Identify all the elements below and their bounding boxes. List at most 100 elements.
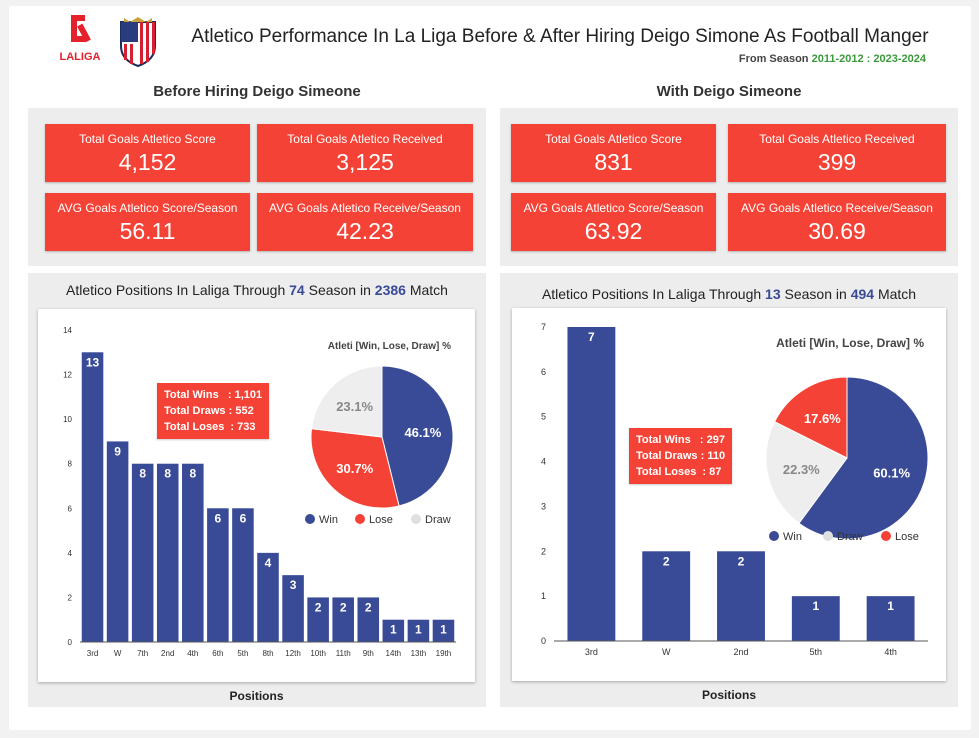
season-separator: : xyxy=(866,53,871,65)
bar-10th xyxy=(307,597,329,642)
bar-value-label: 6 xyxy=(240,511,247,525)
bar-13th xyxy=(407,619,430,642)
bar-value-label: 2 xyxy=(663,554,670,568)
y-tick-label: 3 xyxy=(541,501,546,511)
bar-6th xyxy=(207,508,229,642)
y-tick-label: 0 xyxy=(541,636,546,646)
y-tick-label: 10 xyxy=(63,415,72,424)
after-chart-title: Atletico Positions In Laliga Through 13 … xyxy=(500,286,958,302)
bar-value-label: 8 xyxy=(189,467,196,481)
bar-value-label: 1 xyxy=(415,623,422,637)
x-tick-label: W xyxy=(114,649,122,658)
kpi-card-after-total-received: Total Goals Atletico Received 399 xyxy=(728,124,946,182)
x-tick-label: 8th xyxy=(262,649,273,658)
y-tick-label: 6 xyxy=(68,504,73,513)
after-chart-svg: 0 1 2 3 4 5 6 7 7 3rd 2 W 2 2nd 1 5th 1 4th Atleti [Win, L… xyxy=(541,322,929,657)
legend-marker-lose xyxy=(355,514,365,524)
after-stats-box: Total Wins : 297 Total Draws : 110 Total L… xyxy=(629,428,733,484)
x-tick-label: 5th xyxy=(237,649,248,658)
pie-slice-label: 46.1% xyxy=(404,425,441,440)
after-x-axis-title: Positions xyxy=(701,688,756,702)
chart-title-matches: 2386 xyxy=(374,282,406,298)
bar-value-label: 2 xyxy=(340,600,347,614)
y-tick-label: 2 xyxy=(541,546,546,556)
chart-title-prefix: Atletico Positions In Laliga Through xyxy=(541,286,762,302)
before-x-axis-title: Positions xyxy=(229,689,284,703)
kpi-label: Total Goals Atletico Score xyxy=(79,132,216,146)
kpi-value: 4,152 xyxy=(118,149,177,175)
bar-14th xyxy=(382,619,405,642)
bar-value-label: 3 xyxy=(290,578,297,592)
x-tick-label: 2nd xyxy=(161,649,174,658)
before-chart-card: 0 2 4 6 8 10 12 14 13 3rd 9 W 8 7th 8 2nd 8 4th 6 6th 6 5th 4 8… xyxy=(38,309,475,682)
legend-label-win: Win xyxy=(783,531,802,543)
x-tick-label: 14th xyxy=(386,649,402,658)
x-tick-label: 7th xyxy=(137,649,148,658)
y-tick-label: 1 xyxy=(541,591,546,601)
stat-wins: Total Wins : 1,101 xyxy=(164,389,263,401)
pie-title: Atleti [Win, Lose, Draw] % xyxy=(328,341,451,352)
legend-label-lose: Lose xyxy=(369,514,393,526)
pie-slice-label: 60.1% xyxy=(873,466,910,481)
pie-slice-label: 30.7% xyxy=(336,461,373,476)
bar-5th xyxy=(232,508,254,642)
x-tick-label: 4th xyxy=(187,649,198,658)
y-tick-label: 8 xyxy=(68,460,73,469)
y-tick-label: 6 xyxy=(541,367,546,377)
kpi-value: 3,125 xyxy=(336,149,394,175)
pie-title: Atleti [Win, Lose, Draw] % xyxy=(776,336,924,350)
legend-label-win: Win xyxy=(319,514,338,526)
bar-2nd xyxy=(717,551,765,641)
dashboard-title: Atletico Performance In La Liga Before &… xyxy=(191,26,929,47)
y-tick-label: 7 xyxy=(541,322,546,332)
kpi-card-after-avg-score: AVG Goals Atletico Score/Season 63.92 xyxy=(511,193,716,251)
pie-slice-label: 23.1% xyxy=(336,399,373,414)
before-stats-box: Total Wins : 1,101 Total Draws : 552 Total… xyxy=(157,383,270,439)
kpi-label: Total Goals Atletico Received xyxy=(759,132,915,146)
x-tick-label: 3rd xyxy=(87,649,99,658)
kpi-value: 30.69 xyxy=(808,218,866,244)
season-before: 2011-2012 xyxy=(811,53,864,65)
chart-title-seasons: 13 xyxy=(765,286,781,302)
kpi-value: 42.23 xyxy=(336,218,394,244)
subtitle-prefix: From Season xyxy=(738,53,809,65)
before-chart-svg: 02468101214133rd9W87th82nd84th66th65th48… xyxy=(63,326,456,658)
kpi-label: Total Goals Atletico Score xyxy=(545,132,682,146)
kpi-card-after-avg-received: AVG Goals Atletico Receive/Season 30.69 xyxy=(728,193,946,251)
season-after: 2023-2024 xyxy=(873,53,926,65)
bar-3rd xyxy=(81,352,104,642)
pie-slice-win xyxy=(381,365,454,507)
kpi-value: 831 xyxy=(594,149,633,175)
pie-slice-win xyxy=(798,376,929,540)
kpi-value: 63.92 xyxy=(584,218,643,244)
atletico-crest-logo xyxy=(120,17,156,68)
bar-value-label: 9 xyxy=(114,444,121,458)
legend-label-draw: Draw xyxy=(425,514,451,526)
stat-wins: Total Wins : 297 xyxy=(636,434,725,446)
legend-marker-lose xyxy=(881,531,891,541)
y-tick-label: 14 xyxy=(63,326,72,335)
stat-draws: Total Draws : 110 xyxy=(636,450,726,462)
kpi-label: AVG Goals Atletico Score/Season xyxy=(523,201,704,215)
legend-marker-draw xyxy=(823,531,833,541)
laliga-logo-text: LALIGA xyxy=(60,51,101,63)
pie-slice-lose xyxy=(310,428,400,509)
kpi-card-before-total-score: Total Goals Atletico Score 4,152 xyxy=(45,124,250,182)
y-tick-label: 4 xyxy=(541,457,546,467)
chart-title-suffix: Match xyxy=(409,282,448,298)
before-section-title: Before Hiring Deigo Simeone xyxy=(153,83,361,100)
bar-value-label: 8 xyxy=(139,467,146,481)
bar-7th xyxy=(131,463,154,642)
x-tick-label: 9th xyxy=(363,649,374,658)
bar-value-label: 6 xyxy=(215,511,222,525)
x-tick-label: 13th xyxy=(411,649,427,658)
x-tick-label: W xyxy=(662,647,671,657)
chart-title-suffix: Match xyxy=(877,286,917,302)
x-tick-label: 11th xyxy=(336,649,351,658)
x-tick-label: 5th xyxy=(810,647,823,657)
pie-slice-draw xyxy=(310,365,383,438)
bar-value-label: 1 xyxy=(390,623,397,637)
bar-W xyxy=(642,551,691,641)
chart-title-prefix: Atletico Positions In Laliga Through xyxy=(66,282,286,298)
x-tick-label: 6th xyxy=(212,649,223,658)
